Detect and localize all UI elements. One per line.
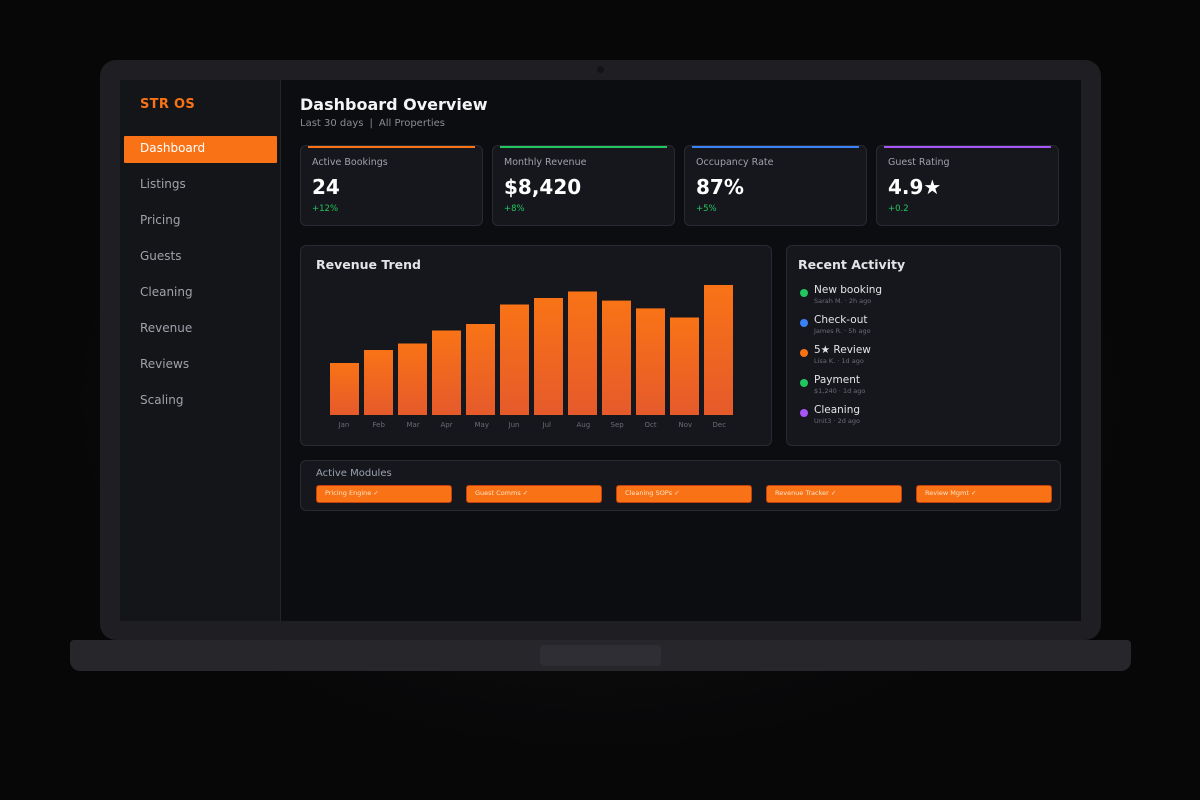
stat-label: Occupancy Rate: [696, 157, 774, 168]
module-chip-cleaning-sops[interactable]: Cleaning SOPs ✓: [616, 485, 752, 503]
camera-icon: [597, 66, 604, 73]
stat-delta: +5%: [696, 204, 717, 214]
activity-meta: Sarah M. · 2h ago: [814, 297, 872, 305]
activity-title: Check-out: [814, 314, 868, 326]
sidebar-item-listings[interactable]: Listings: [140, 177, 186, 191]
status-dot-icon: [800, 349, 808, 357]
x-tick-label: Mar: [407, 421, 420, 429]
activity-meta: $1,240 · 1d ago: [814, 387, 866, 395]
stat-accent-bar: [884, 146, 1051, 148]
stat-delta: +12%: [312, 204, 339, 214]
revenue-trend-panel: Revenue Trend Jan Feb Mar Apr May Jun Jul Aug Se…: [300, 245, 772, 446]
activity-item[interactable]: 5★ Review Lisa K. · 1d ago: [799, 344, 1039, 368]
modules-label: Active Modules: [316, 468, 392, 479]
active-modules-panel: Active Modules Pricing Engine ✓ Guest Co…: [300, 460, 1061, 511]
bar-jul[interactable]: [534, 298, 563, 415]
x-tick-label: Jun: [508, 421, 520, 429]
bar-may[interactable]: [466, 324, 495, 415]
stat-label: Active Bookings: [312, 157, 388, 168]
stat-label: Guest Rating: [888, 157, 950, 168]
page-subtitle: Last 30 days | All Properties: [300, 118, 445, 129]
activity-title: Cleaning: [814, 404, 861, 416]
status-dot-icon: [800, 319, 808, 327]
bar-sep[interactable]: [602, 300, 631, 415]
activity-title: 5★ Review: [814, 344, 871, 356]
trackpad-notch: [540, 645, 661, 666]
activity-title: New booking: [814, 284, 883, 296]
subtitle-separator: |: [369, 118, 373, 129]
activity-meta: Unit3 · 2d ago: [814, 417, 860, 425]
activity-title: Payment: [814, 374, 860, 386]
x-tick-label: Oct: [645, 421, 657, 429]
stat-value: 4.9★: [888, 175, 942, 199]
page-title: Dashboard Overview: [300, 95, 488, 114]
status-dot-icon: [800, 289, 808, 297]
recent-activity-panel: Recent Activity New booking Sarah M. · 2…: [786, 245, 1061, 446]
stat-accent-bar: [308, 146, 475, 148]
stat-card-guest-rating[interactable]: Guest Rating 4.9★ +0.2: [876, 145, 1059, 226]
activity-meta: James R. · 5h ago: [814, 327, 871, 335]
stat-card-active-bookings[interactable]: Active Bookings 24 +12%: [300, 145, 483, 226]
activity-item[interactable]: Payment $1,240 · 1d ago: [799, 374, 1039, 398]
date-range[interactable]: Last 30 days: [300, 118, 364, 129]
activity-item[interactable]: New booking Sarah M. · 2h ago: [799, 284, 1039, 308]
stat-delta: +0.2: [888, 204, 909, 214]
status-dot-icon: [800, 379, 808, 387]
sidebar-item-reviews[interactable]: Reviews: [140, 357, 190, 371]
main-content: Dashboard Overview Last 30 days | All Prop…: [281, 80, 1081, 621]
activity-item[interactable]: Cleaning Unit3 · 2d ago: [799, 404, 1039, 428]
bar-apr[interactable]: [432, 330, 461, 416]
x-tick-label: Jul: [542, 421, 552, 429]
bar-feb[interactable]: [364, 350, 393, 415]
module-chip-guest-comms[interactable]: Guest Comms ✓: [466, 485, 602, 503]
activity-meta: Lisa K. · 1d ago: [814, 357, 864, 365]
panel-title: Revenue Trend: [316, 257, 421, 272]
stat-card-occupancy-rate[interactable]: Occupancy Rate 87% +5%: [684, 145, 867, 226]
stat-accent-bar: [692, 146, 859, 148]
stat-card-monthly-revenue[interactable]: Monthly Revenue $8,420 +8%: [492, 145, 675, 226]
module-chip-review-mgmt[interactable]: Review Mgmt ✓: [916, 485, 1052, 503]
sidebar-item-cleaning[interactable]: Cleaning: [140, 285, 193, 299]
sidebar-item-scaling[interactable]: Scaling: [140, 393, 184, 407]
panel-title: Recent Activity: [798, 257, 906, 272]
x-tick-label: May: [475, 421, 489, 429]
revenue-chart: Jan Feb Mar Apr May Jun Jul Aug Sep Oct Nov Dec: [330, 285, 733, 429]
stat-value: $8,420: [504, 175, 582, 199]
module-chip-revenue-tracker[interactable]: Revenue Tracker ✓: [766, 485, 902, 503]
x-tick-label: Aug: [577, 421, 591, 429]
stat-label: Monthly Revenue: [504, 157, 587, 168]
x-tick-label: Apr: [441, 421, 453, 429]
bar-aug[interactable]: [568, 291, 597, 416]
brand-logo: STR OS: [140, 97, 195, 112]
bar-dec[interactable]: [704, 285, 733, 415]
x-tick-label: Jan: [338, 421, 350, 429]
bar-jan[interactable]: [330, 363, 359, 415]
x-tick-label: Nov: [679, 421, 693, 429]
x-tick-label: Feb: [373, 421, 386, 429]
status-dot-icon: [800, 409, 808, 417]
activity-item[interactable]: Check-out James R. · 5h ago: [799, 314, 1039, 338]
sidebar-item-guests[interactable]: Guests: [140, 249, 182, 263]
property-scope[interactable]: All Properties: [378, 118, 446, 129]
sidebar-item-pricing[interactable]: Pricing: [140, 213, 181, 227]
stat-value: 87%: [696, 175, 744, 199]
sidebar-item-revenue[interactable]: Revenue: [140, 321, 193, 335]
bar-oct[interactable]: [636, 308, 665, 415]
stat-delta: +8%: [504, 204, 525, 214]
stat-accent-bar: [500, 146, 667, 148]
module-chip-pricing-engine[interactable]: Pricing Engine ✓: [316, 485, 452, 503]
stat-value: 24: [312, 175, 340, 199]
sidebar-item-dashboard[interactable]: Dashboard: [124, 136, 277, 163]
x-tick-label: Dec: [713, 421, 727, 429]
sidebar: STR OS Dashboard Listings Pricing Guests…: [120, 80, 281, 621]
x-tick-label: Sep: [611, 421, 625, 429]
bar-mar[interactable]: [398, 343, 427, 416]
laptop-screen: STR OS Dashboard Listings Pricing Guests…: [120, 80, 1081, 621]
bar-jun[interactable]: [500, 304, 529, 416]
bar-nov[interactable]: [670, 317, 699, 416]
